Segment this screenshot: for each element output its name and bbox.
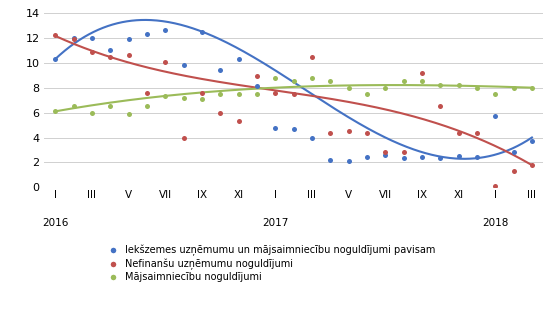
Point [124,36,133,42]
Point [399,155,408,161]
Point [179,63,188,68]
Point [344,85,353,90]
Point [51,109,60,114]
Point [399,150,408,155]
Point [381,85,389,90]
Point [289,126,298,131]
Point [289,79,298,84]
Point [106,104,115,109]
Point [88,49,96,54]
Point [289,91,298,97]
Point [436,104,445,109]
Point [271,75,280,80]
Point [418,70,427,75]
Point [509,169,518,174]
Point [418,155,427,160]
Point [381,150,389,155]
Point [51,57,60,62]
Point [69,104,78,109]
Point [491,183,500,189]
Point [142,104,151,109]
Point [161,59,170,64]
Point [179,95,188,100]
Point [381,152,389,158]
Legend: Iekšzemes uzņēmumu un mājsaimniecību noguldījumi pavisam, Nefinanšu uzņēmumu nog: Iekšzemes uzņēmumu un mājsaimniecību nog… [99,241,439,287]
Point [491,91,500,97]
Point [253,74,261,79]
Point [326,130,335,135]
Point [491,114,500,119]
Point [216,91,225,97]
Text: 2018: 2018 [482,218,509,228]
Point [473,85,481,90]
Point [106,48,115,53]
Point [142,90,151,95]
Text: 2016: 2016 [42,218,69,228]
Point [307,54,316,59]
Point [509,85,518,90]
Point [362,130,371,135]
Point [124,53,133,58]
Point [436,83,445,88]
Point [509,150,518,155]
Point [527,139,536,144]
Point [418,79,427,84]
Point [271,125,280,130]
Point [326,79,335,84]
Point [253,84,261,89]
Point [124,111,133,116]
Point [234,91,243,97]
Point [326,157,335,162]
Point [69,35,78,40]
Point [473,155,481,160]
Point [527,162,536,168]
Point [344,158,353,163]
Point [307,135,316,140]
Point [253,91,261,97]
Point [51,33,60,38]
Point [216,110,225,115]
Point [362,155,371,160]
Point [179,135,188,140]
Point [216,68,225,73]
Text: 2017: 2017 [262,218,289,228]
Point [454,130,463,135]
Point [234,119,243,124]
Point [271,90,280,95]
Point [106,54,115,59]
Point [69,36,78,42]
Point [234,57,243,62]
Point [454,154,463,159]
Point [473,130,481,135]
Point [344,129,353,134]
Point [88,110,96,115]
Point [198,30,207,35]
Point [142,32,151,37]
Point [362,91,371,97]
Point [88,35,96,40]
Point [198,96,207,101]
Point [161,27,170,32]
Point [399,79,408,84]
Point [527,85,536,90]
Point [454,83,463,88]
Point [436,155,445,161]
Point [161,94,170,99]
Point [307,75,316,80]
Point [198,90,207,95]
